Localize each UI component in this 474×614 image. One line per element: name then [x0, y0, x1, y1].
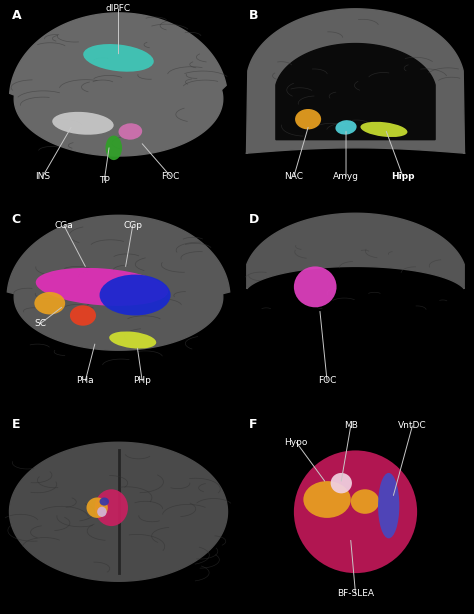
Polygon shape — [9, 13, 226, 156]
Polygon shape — [247, 213, 464, 289]
Ellipse shape — [100, 274, 171, 316]
Polygon shape — [9, 442, 228, 581]
Text: FOC: FOC — [318, 376, 336, 386]
Polygon shape — [7, 216, 230, 350]
Ellipse shape — [294, 451, 417, 573]
Ellipse shape — [34, 292, 65, 314]
Text: A: A — [12, 9, 21, 21]
Ellipse shape — [336, 120, 356, 134]
Ellipse shape — [295, 109, 321, 130]
Ellipse shape — [351, 489, 379, 514]
Text: dlPFC: dlPFC — [106, 4, 131, 14]
Text: F: F — [249, 418, 257, 430]
Ellipse shape — [36, 268, 168, 306]
Ellipse shape — [86, 497, 108, 518]
Ellipse shape — [294, 266, 337, 307]
Polygon shape — [276, 44, 435, 139]
Text: CGp: CGp — [123, 221, 142, 230]
Text: NAC: NAC — [284, 172, 303, 181]
Text: SC: SC — [34, 319, 46, 328]
Ellipse shape — [109, 332, 156, 349]
Text: D: D — [249, 213, 259, 226]
Ellipse shape — [118, 123, 142, 139]
Text: Amyg: Amyg — [333, 172, 359, 181]
Ellipse shape — [378, 473, 399, 538]
Text: Hipp: Hipp — [391, 172, 415, 181]
Text: PHa: PHa — [76, 376, 94, 386]
Ellipse shape — [52, 112, 114, 134]
Text: FOC: FOC — [162, 172, 180, 181]
Ellipse shape — [97, 507, 107, 517]
Text: B: B — [249, 9, 258, 21]
Text: C: C — [12, 213, 21, 226]
Ellipse shape — [360, 122, 408, 137]
Ellipse shape — [105, 136, 122, 160]
Text: TP: TP — [99, 176, 109, 185]
Text: Hypo: Hypo — [284, 438, 308, 447]
Ellipse shape — [303, 481, 351, 518]
Text: MB: MB — [344, 421, 358, 430]
Ellipse shape — [70, 305, 96, 325]
Text: PHp: PHp — [133, 376, 151, 386]
Text: E: E — [12, 418, 20, 430]
Ellipse shape — [330, 473, 352, 494]
Ellipse shape — [83, 44, 154, 72]
Text: VntDC: VntDC — [398, 421, 427, 430]
Ellipse shape — [100, 497, 109, 506]
Text: INS: INS — [35, 172, 50, 181]
Polygon shape — [246, 9, 465, 154]
Text: BF-SLEA: BF-SLEA — [337, 589, 374, 598]
Text: CGa: CGa — [55, 221, 73, 230]
Ellipse shape — [95, 489, 128, 526]
